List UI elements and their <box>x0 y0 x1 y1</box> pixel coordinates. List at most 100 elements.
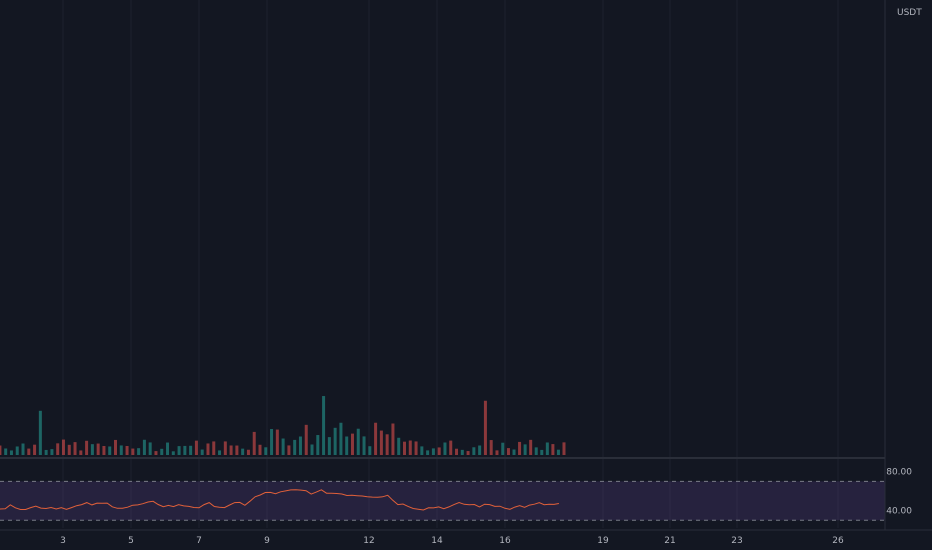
volume-bar <box>489 440 493 455</box>
volume-bar <box>9 450 13 455</box>
grid <box>62 0 839 528</box>
volume-bar <box>339 422 343 455</box>
volume-bar <box>108 446 112 455</box>
volume-bar <box>67 444 71 455</box>
rsi-pane <box>0 457 932 521</box>
time-axis-bg <box>0 530 932 550</box>
volume-bar <box>258 444 262 455</box>
volume-bar <box>403 441 406 455</box>
volume-bar <box>534 447 538 455</box>
volume-bar <box>333 427 337 455</box>
rsi-tick-label: 80.00 <box>886 468 912 478</box>
volume-bar <box>56 443 60 455</box>
volume-bar <box>235 445 239 455</box>
volume-bar <box>495 450 499 455</box>
volume-bar <box>478 445 482 455</box>
volume-bar <box>223 441 227 455</box>
time-tick-label: 3 <box>60 536 66 546</box>
volume-bar <box>183 445 187 455</box>
volume-bar <box>275 429 279 455</box>
volume-bar <box>512 449 516 455</box>
time-tick-label: 9 <box>264 536 270 546</box>
volume-bar <box>33 444 37 455</box>
volume-bar <box>362 436 366 455</box>
volume-bars <box>0 396 566 455</box>
volume-bar <box>420 446 424 455</box>
volume-bar <box>246 449 250 455</box>
volume-bar <box>264 447 268 455</box>
volume-bar <box>408 440 412 455</box>
volume-bar <box>501 442 505 455</box>
currency-label: USDT <box>897 8 922 18</box>
volume-bar <box>206 443 210 455</box>
volume-bar <box>556 449 560 455</box>
volume-bar <box>391 423 395 455</box>
time-tick-label: 7 <box>196 536 202 546</box>
volume-bar <box>252 431 256 455</box>
volume-bar <box>379 430 383 455</box>
volume-bar <box>426 450 430 455</box>
time-tick-label: 19 <box>597 536 609 546</box>
volume-bar <box>44 449 48 455</box>
price-axis-bg <box>885 0 932 550</box>
volume-bar <box>131 448 135 455</box>
volume-bar <box>414 441 418 455</box>
time-axis[interactable]: 3 5 7 9 12 14 16 19 21 23 26 <box>0 529 932 550</box>
volume-bar <box>171 451 175 455</box>
volume-bar <box>281 438 285 455</box>
volume-bar <box>350 433 354 455</box>
volume-bar <box>455 448 459 455</box>
volume-bar <box>397 437 401 455</box>
volume-bar <box>119 445 123 455</box>
volume-bar <box>4 448 8 455</box>
volume-bar <box>50 449 54 455</box>
volume-bar <box>431 448 435 455</box>
volume-bar <box>114 439 117 455</box>
volume-bar <box>437 447 441 455</box>
volume-bar <box>229 445 233 455</box>
volume-bar <box>466 451 470 455</box>
time-tick-label: 26 <box>832 536 844 546</box>
volume-bar <box>562 442 566 455</box>
volume-bar <box>443 442 447 455</box>
volume-bar <box>200 449 204 455</box>
volume-bar <box>523 444 527 455</box>
volume-bar <box>368 446 372 455</box>
volume-bar <box>345 436 349 455</box>
volume-bar <box>529 439 533 455</box>
volume-bar <box>212 441 216 455</box>
volume-bar <box>310 444 314 455</box>
volume-bar <box>96 443 100 455</box>
volume-bar <box>137 448 141 455</box>
volume-bar <box>0 445 2 455</box>
volume-bar <box>38 410 42 455</box>
volume-bar <box>449 440 453 455</box>
volume-bar <box>160 448 164 455</box>
time-tick-label: 12 <box>363 536 374 546</box>
volume-bar <box>166 442 170 455</box>
volume-bar <box>90 444 94 455</box>
volume-bar <box>287 445 291 455</box>
time-tick-label: 23 <box>731 536 742 546</box>
volume-bar <box>545 442 549 455</box>
volume-bar <box>27 448 31 455</box>
time-tick-label: 14 <box>431 536 443 546</box>
volume-bar <box>472 447 476 455</box>
time-tick-label: 21 <box>664 536 675 546</box>
rsi-tick-label: 40.00 <box>886 507 912 517</box>
volume-bar <box>102 445 106 455</box>
volume-bar <box>177 446 181 455</box>
volume-bar <box>142 439 146 455</box>
time-tick-label: 16 <box>499 536 511 546</box>
rsi-band-fill <box>0 481 885 521</box>
volume-bar <box>154 451 158 455</box>
volume-bar <box>15 446 19 455</box>
price-axis[interactable]: 19.00020.00021.00022.00023.00024.00025.0… <box>884 0 932 550</box>
volume-bar <box>125 445 129 455</box>
volume-bar <box>483 400 487 455</box>
volume-bar <box>460 449 464 455</box>
volume-bar <box>218 450 222 455</box>
volume-bar <box>61 439 65 455</box>
